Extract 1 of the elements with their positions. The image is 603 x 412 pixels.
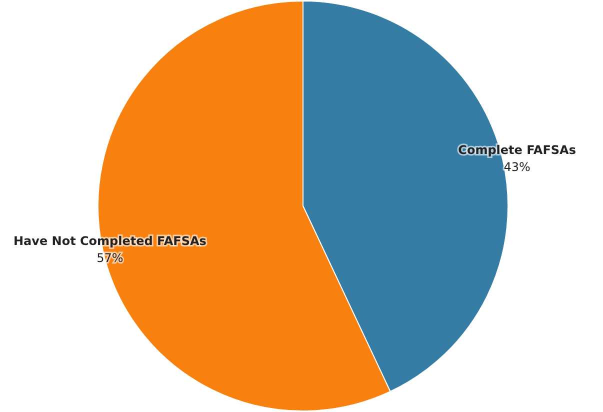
data-label: 43% — [504, 160, 530, 174]
